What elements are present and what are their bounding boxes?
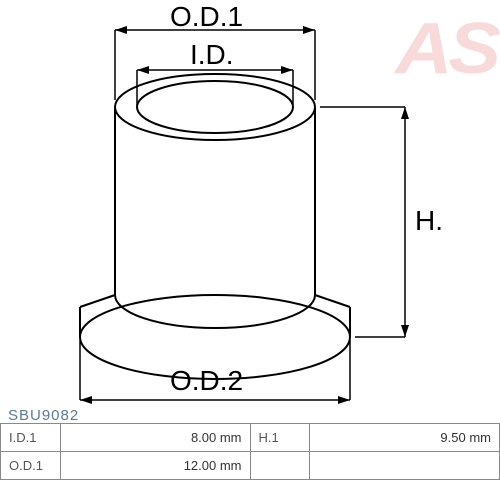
label-h: H. — [415, 205, 443, 237]
label-id: I.D. — [190, 39, 234, 71]
spec-value: 8.00 mm — [60, 424, 250, 452]
specification-table: I.D.1 8.00 mm H.1 9.50 mm O.D.1 12.00 mm — [0, 423, 500, 480]
label-od1: O.D.1 — [170, 1, 243, 33]
spec-label: O.D.1 — [1, 452, 61, 480]
table-row: O.D.1 12.00 mm — [1, 452, 500, 480]
spec-label: H.1 — [250, 424, 310, 452]
spec-value — [310, 452, 500, 480]
technical-diagram: O.D.1 I.D. O.D.2 H. — [40, 5, 460, 410]
bushing-drawing-svg — [40, 5, 460, 410]
spec-label — [250, 452, 310, 480]
spec-value: 12.00 mm — [60, 452, 250, 480]
label-od2: O.D.2 — [170, 365, 243, 397]
spec-label: I.D.1 — [1, 424, 61, 452]
table-row: I.D.1 8.00 mm H.1 9.50 mm — [1, 424, 500, 452]
spec-value: 9.50 mm — [310, 424, 500, 452]
